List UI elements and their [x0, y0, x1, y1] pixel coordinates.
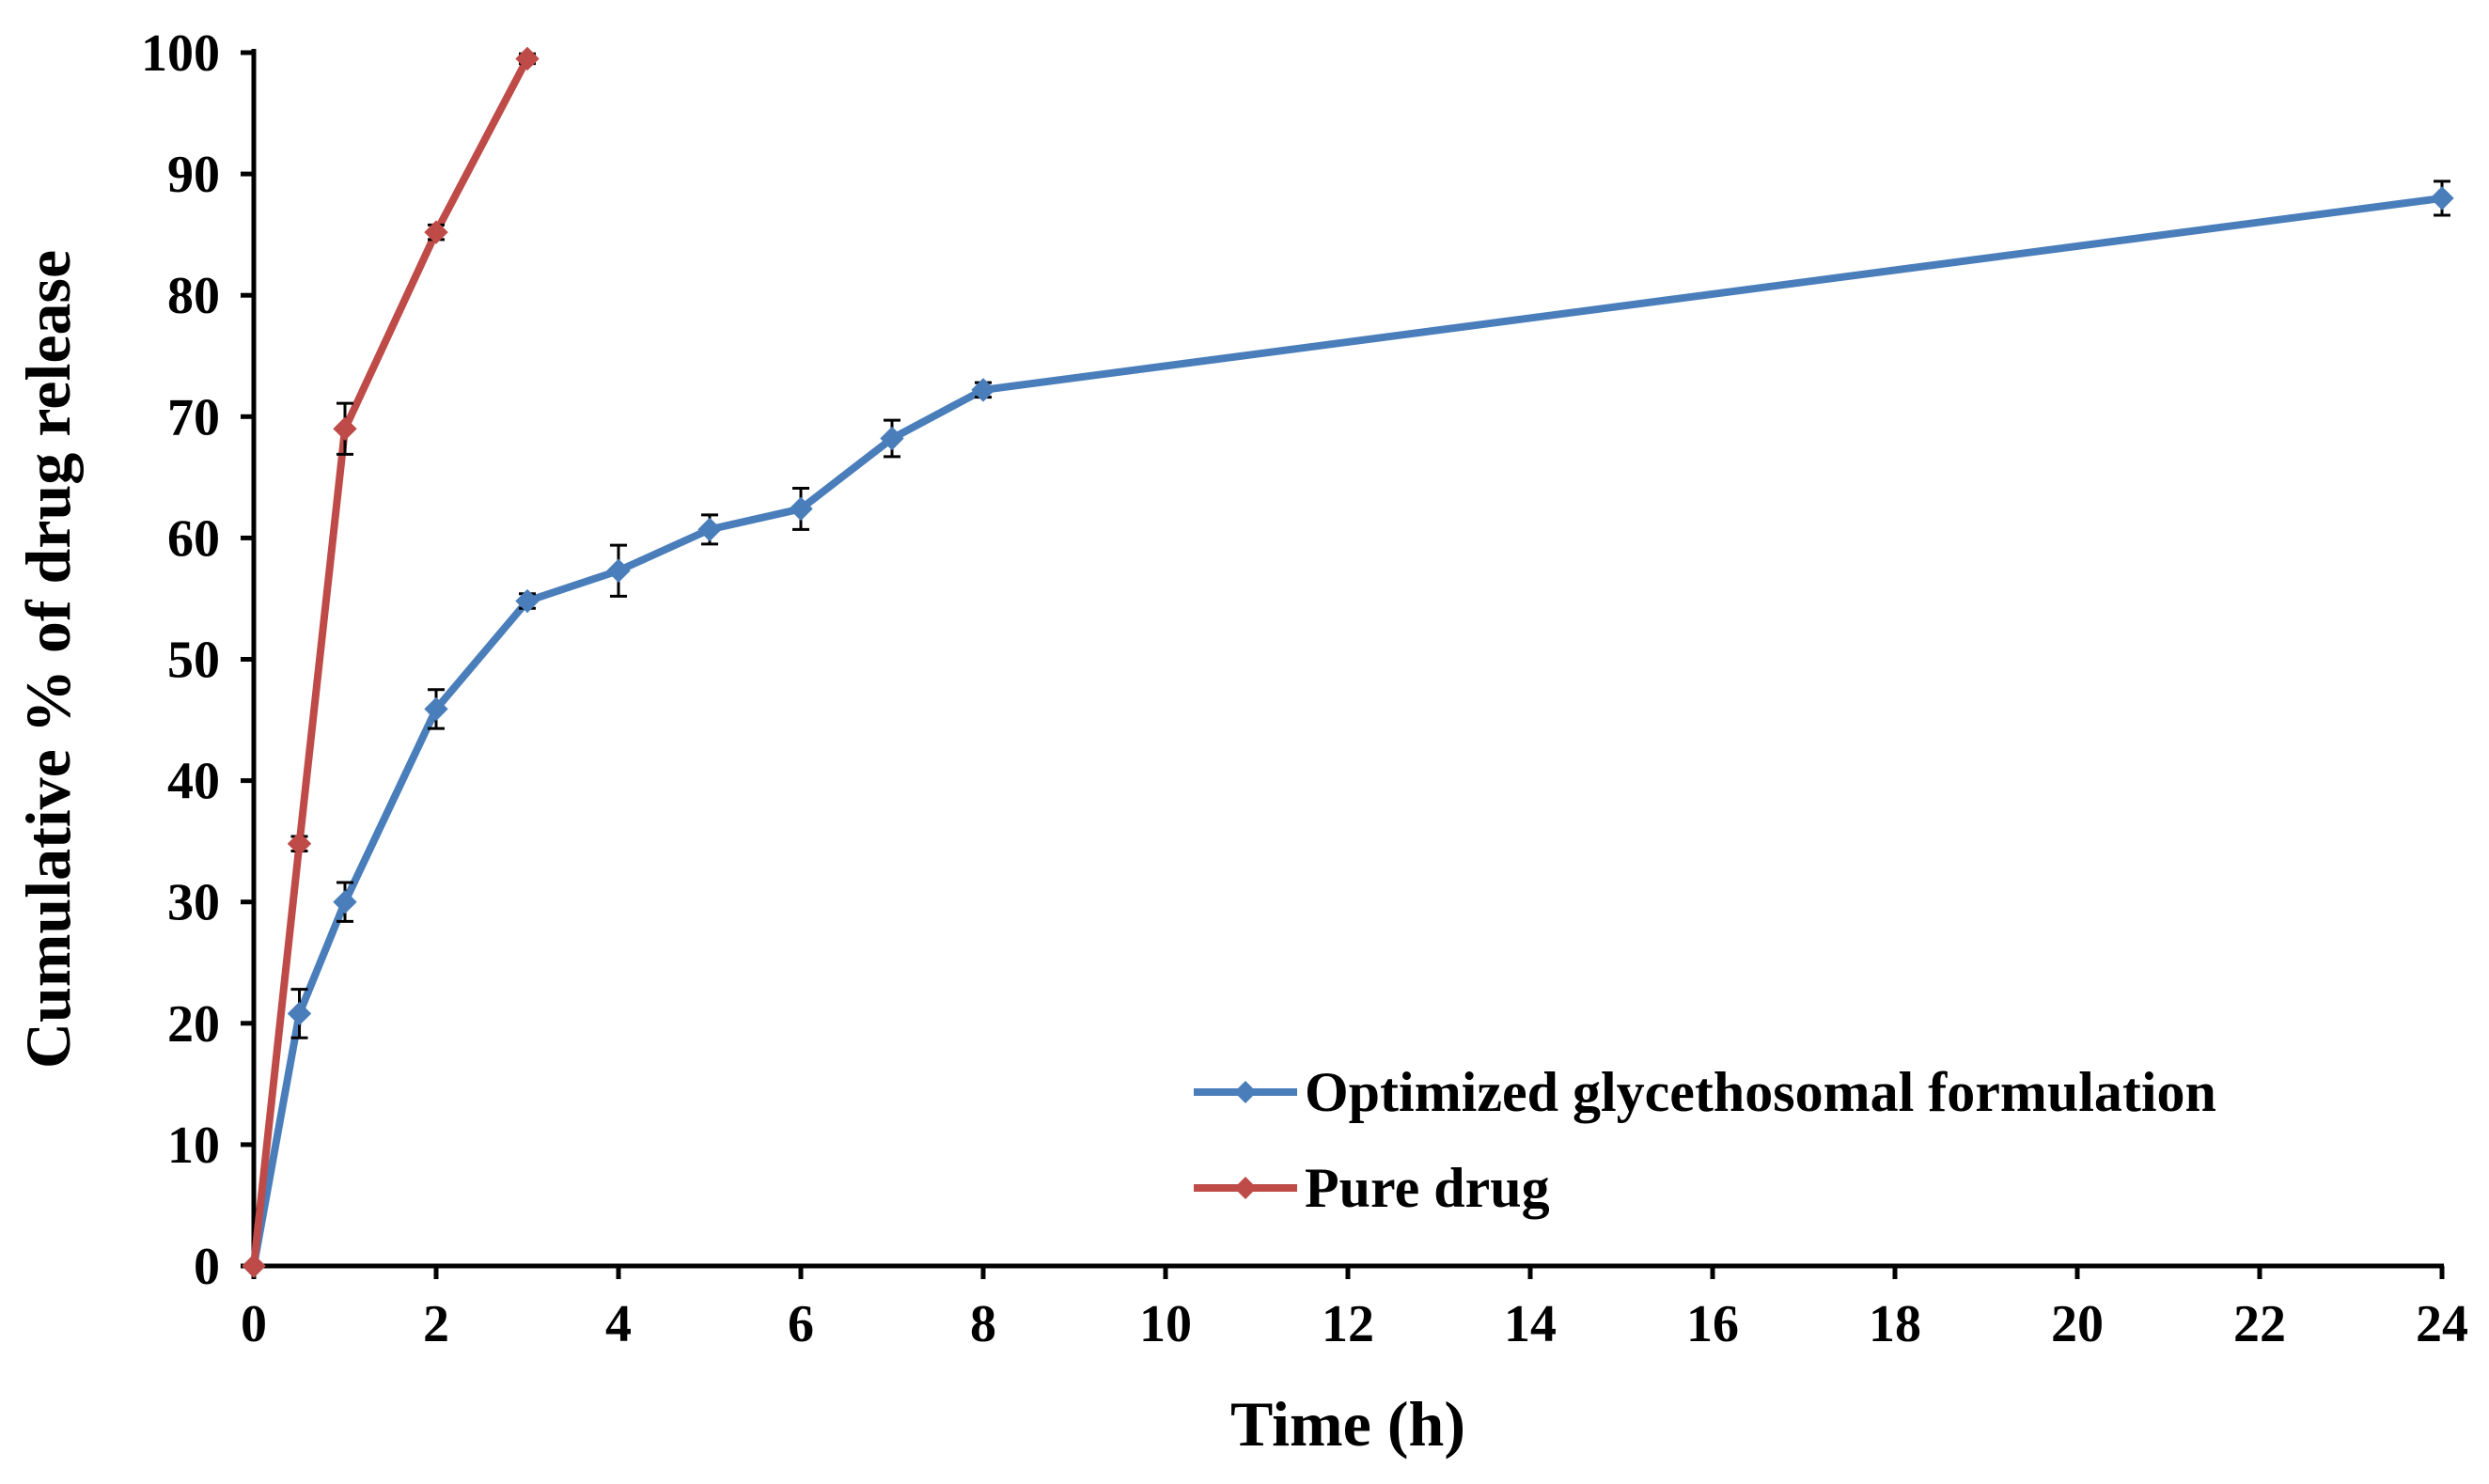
x-tick-label: 20 — [2051, 1295, 2104, 1353]
data-point — [424, 696, 448, 722]
x-tick-label: 6 — [788, 1295, 814, 1353]
data-point — [971, 378, 995, 402]
data-point — [333, 416, 357, 441]
data-point — [880, 426, 904, 451]
series-optimized-formulation — [242, 180, 2454, 1278]
data-point — [287, 1001, 312, 1026]
data-point — [789, 496, 813, 522]
data-point — [2430, 186, 2454, 211]
y-tick-label: 50 — [167, 632, 220, 690]
data-point — [697, 517, 722, 542]
x-axis-title: Time (h) — [1230, 1388, 1465, 1460]
data-point — [515, 46, 540, 71]
data-point — [242, 1254, 266, 1278]
y-axis-title: Cumulative % of drug release — [12, 250, 84, 1069]
y-tick-label: 70 — [167, 388, 220, 446]
x-tick-label: 4 — [605, 1295, 632, 1353]
series-layer — [242, 46, 2454, 1278]
y-tick-label: 80 — [167, 267, 220, 325]
y-tick-label: 100 — [141, 24, 220, 83]
series-pure-drug — [242, 46, 540, 1278]
x-tick-label: 12 — [1322, 1295, 1374, 1353]
x-tick-label: 8 — [970, 1295, 996, 1353]
series-line — [250, 56, 531, 1267]
y-tick-label: 40 — [167, 753, 220, 811]
y-tick-label: 90 — [167, 146, 220, 204]
y-tick-label: 20 — [167, 995, 220, 1054]
legend-marker — [1234, 1081, 1257, 1103]
y-tick-label: 0 — [194, 1238, 220, 1296]
legend-label: Optimized glycethosomal formulation — [1305, 1061, 2216, 1123]
legend-marker — [1234, 1177, 1257, 1199]
x-tick-label: 24 — [2416, 1295, 2468, 1353]
data-point — [424, 220, 448, 244]
data-point — [515, 588, 540, 614]
x-tick-label: 14 — [1504, 1295, 1557, 1353]
x-tick-label: 18 — [1869, 1295, 1921, 1353]
legend-label: Pure drug — [1305, 1157, 1550, 1219]
y-tick-label: 60 — [167, 509, 220, 568]
data-point — [606, 558, 631, 583]
x-tick-label: 16 — [1686, 1295, 1739, 1353]
y-tick-label: 30 — [167, 874, 220, 932]
y-tick-label: 10 — [167, 1117, 220, 1175]
x-tick-label: 0 — [241, 1295, 267, 1353]
data-point — [287, 832, 312, 856]
x-tick-label: 2 — [423, 1295, 449, 1353]
legend: Optimized glycethosomal formulation Pure … — [1194, 1061, 2216, 1219]
data-point — [333, 889, 357, 914]
x-tick-label: 22 — [2233, 1295, 2286, 1353]
x-tick-label: 10 — [1139, 1295, 1192, 1353]
